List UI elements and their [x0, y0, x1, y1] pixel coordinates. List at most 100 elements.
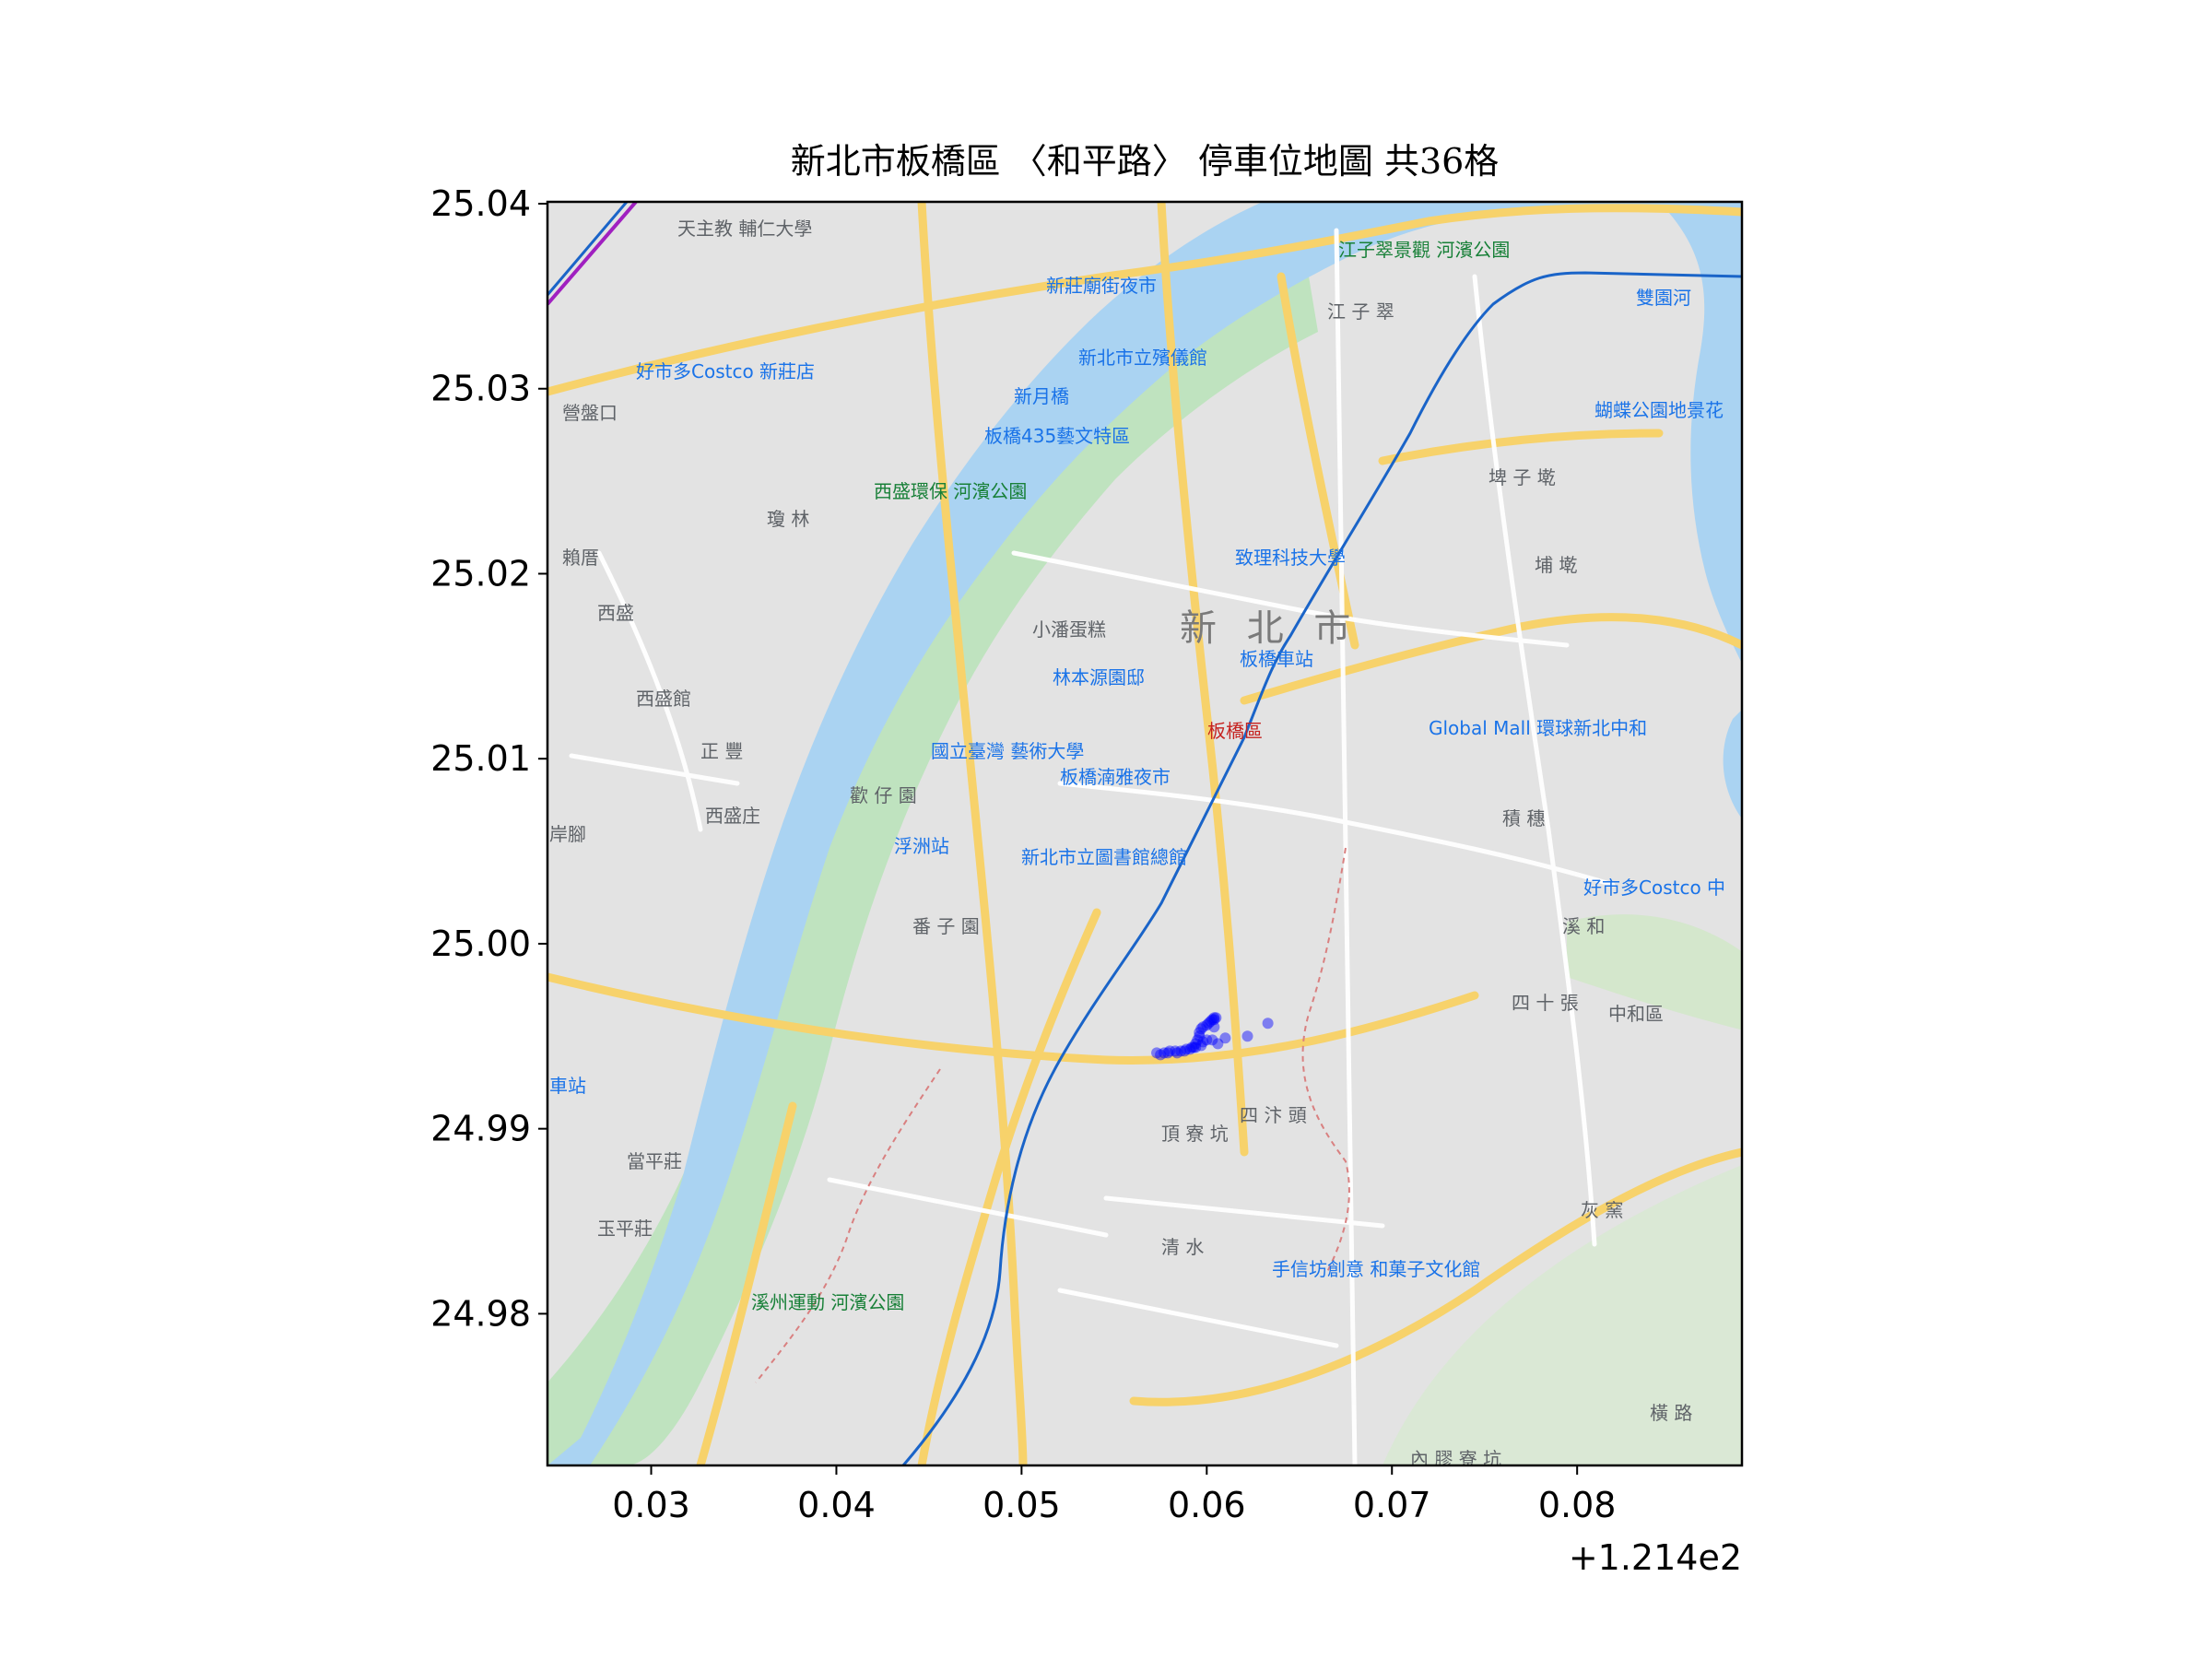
map-label-gray-17: 埔 墘 [1535, 554, 1577, 576]
data-point-35 [1208, 1021, 1220, 1033]
map-label-gray-0: 天主教 輔仁大學 [677, 218, 812, 240]
x-axis: 0.03 0.04 0.05 0.06 0.07 0.08 [612, 1465, 1616, 1525]
x-tick-label-2: 0.05 [982, 1485, 1061, 1525]
map-label-gray-1: 營盤口 [562, 402, 618, 424]
x-offset-label: +1.214e2 [1569, 1537, 1742, 1578]
data-point-5 [1181, 1043, 1193, 1055]
data-point-15 [1203, 1018, 1215, 1030]
data-point-13 [1197, 1021, 1209, 1033]
data-point-7 [1188, 1041, 1200, 1053]
map-label-city: 新 北 市 [1180, 607, 1359, 650]
map-label-blue-11: 板橋車站 [1240, 648, 1313, 670]
map-label-green-0: 西盛環保 河濱公園 [874, 480, 1027, 502]
data-point-16 [1205, 1016, 1217, 1028]
map-label-blue-12: Global Mall 環球新北中和 [1429, 717, 1647, 739]
x-tick-label-0: 0.03 [612, 1485, 690, 1525]
map-label-gray-8: 當平莊 [627, 1150, 682, 1172]
map-label-blue-2: 新北市立殯儀館 [1078, 347, 1207, 369]
map-label-blue-5: 致理科技大學 [1235, 547, 1346, 569]
data-point-24 [1190, 1041, 1202, 1053]
chart-title: 新北市板橋區 〈和平路〉 停車位地圖 共36格 [791, 141, 1500, 182]
data-point-4 [1175, 1045, 1187, 1057]
map-label-gray-3: 西盛 [597, 602, 634, 624]
data-point-6 [1184, 1043, 1196, 1055]
data-point-2 [1164, 1045, 1176, 1057]
data-point-28 [1241, 1030, 1253, 1042]
y-tick-label-5: 25.03 [430, 369, 531, 409]
data-point-14 [1201, 1019, 1213, 1031]
map-label-district: 板橋區 [1207, 720, 1263, 742]
map-label-gray-5: 正 豐 [700, 740, 743, 762]
data-point-12 [1195, 1023, 1207, 1035]
map-label-gray-10: 瓊 林 [767, 508, 809, 530]
map-label-gray-2: 賴厝 [562, 547, 599, 569]
map-label-blue-6: 林本源園邸 [1053, 666, 1145, 688]
data-point-3 [1170, 1045, 1182, 1057]
data-point-19 [1208, 1012, 1220, 1024]
data-point-10 [1194, 1030, 1206, 1042]
data-point-18 [1208, 1014, 1220, 1026]
map-label-gray-11: 歡 仔 園 [850, 784, 917, 806]
data-point-32 [1171, 1047, 1183, 1059]
y-tick-label-2: 25.00 [430, 924, 531, 964]
map-label-gray-9: 玉平莊 [597, 1218, 653, 1240]
map-label-blue-0: 好市多Costco 新莊店 [636, 360, 815, 382]
data-point-8 [1190, 1038, 1202, 1050]
data-point-21 [1206, 1034, 1218, 1046]
map-label-blue-7: 國立臺灣 藝術大學 [931, 740, 1084, 762]
map-label-blue-9: 浮洲站 [894, 835, 949, 857]
map-label-gray-12: 番 子 園 [912, 915, 980, 937]
map-label-gray-22: 灰 窯 [1581, 1199, 1623, 1221]
map-label-green-2: 江子翠景觀 河濱公園 [1338, 239, 1510, 261]
data-point-1 [1159, 1047, 1171, 1059]
y-tick-label-6: 25.04 [430, 183, 531, 224]
data-point-0 [1151, 1047, 1163, 1059]
map-label-orange-0: 小潘蛋糕 [1032, 618, 1106, 641]
data-point-31 [1162, 1047, 1174, 1059]
map-label-gray-21: 中和區 [1608, 1003, 1664, 1025]
map-label-blue-4: 板橋435藝文特區 [984, 425, 1130, 447]
map-label-gray-16: 埤 子 墘 [1488, 466, 1556, 488]
map-label-blue-13: 好市多Costco 中 [1583, 877, 1725, 899]
x-tick-label-1: 0.04 [797, 1485, 876, 1525]
map-label-gray-20: 四 十 張 [1512, 992, 1579, 1014]
plot-frame [546, 200, 1744, 1467]
map-label-blue-15: 雙園河 [1636, 287, 1691, 309]
map-label-gray-15: 四 汴 頭 [1240, 1104, 1307, 1126]
data-point-25 [1186, 1041, 1198, 1053]
y-tick-label-0: 24.98 [430, 1293, 531, 1334]
map-label-gray-7: 岸腳 [549, 823, 586, 845]
data-point-23 [1195, 1040, 1207, 1052]
x-tick-label-3: 0.06 [1168, 1485, 1246, 1525]
data-point-29 [1262, 1018, 1274, 1030]
map-label-gray-19: 溪 和 [1562, 915, 1605, 937]
map-label-gray-14: 頂 寮 坑 [1161, 1123, 1229, 1145]
map-label-gray-18: 積 穗 [1502, 807, 1545, 830]
y-tick-label-3: 25.01 [430, 738, 531, 779]
y-tick-label-4: 25.02 [430, 553, 531, 594]
map-label-blue-14: 蝴蝶公園地景花 [1594, 399, 1724, 421]
map-label-green-1: 溪州運動 河濱公園 [751, 1291, 904, 1313]
data-point-27 [1219, 1032, 1231, 1044]
map-label-blue-10: 新北市立圖書館總館 [1021, 846, 1187, 868]
x-tick-label-4: 0.07 [1353, 1485, 1431, 1525]
data-point-33 [1179, 1045, 1191, 1057]
map-label-gray-6: 西盛庄 [705, 805, 760, 827]
map-label-blue-1: 新莊廟街夜市 [1046, 275, 1157, 297]
data-point-30 [1155, 1049, 1167, 1061]
map-label-gray-13: 清 水 [1161, 1236, 1204, 1258]
y-axis: 24.98 24.99 25.00 25.01 25.02 25.03 25.04 [430, 183, 547, 1334]
y-tick-label-1: 24.99 [430, 1109, 531, 1149]
data-point-26 [1212, 1038, 1224, 1050]
data-point-11 [1194, 1027, 1206, 1039]
map-label-gray-23: 橫 路 [1650, 1402, 1692, 1424]
map-label-gray-4: 西盛館 [636, 688, 691, 710]
map-label-gray-25: 江 子 翠 [1327, 300, 1394, 323]
map-label-gray-24: 內 膠 寮 坑 [1410, 1448, 1501, 1470]
x-tick-label-5: 0.08 [1538, 1485, 1617, 1525]
map-label-blue-16: 手信坊創意 和菓子文化館 [1272, 1258, 1480, 1280]
data-point-34 [1197, 1036, 1209, 1048]
data-point-17 [1206, 1014, 1218, 1026]
